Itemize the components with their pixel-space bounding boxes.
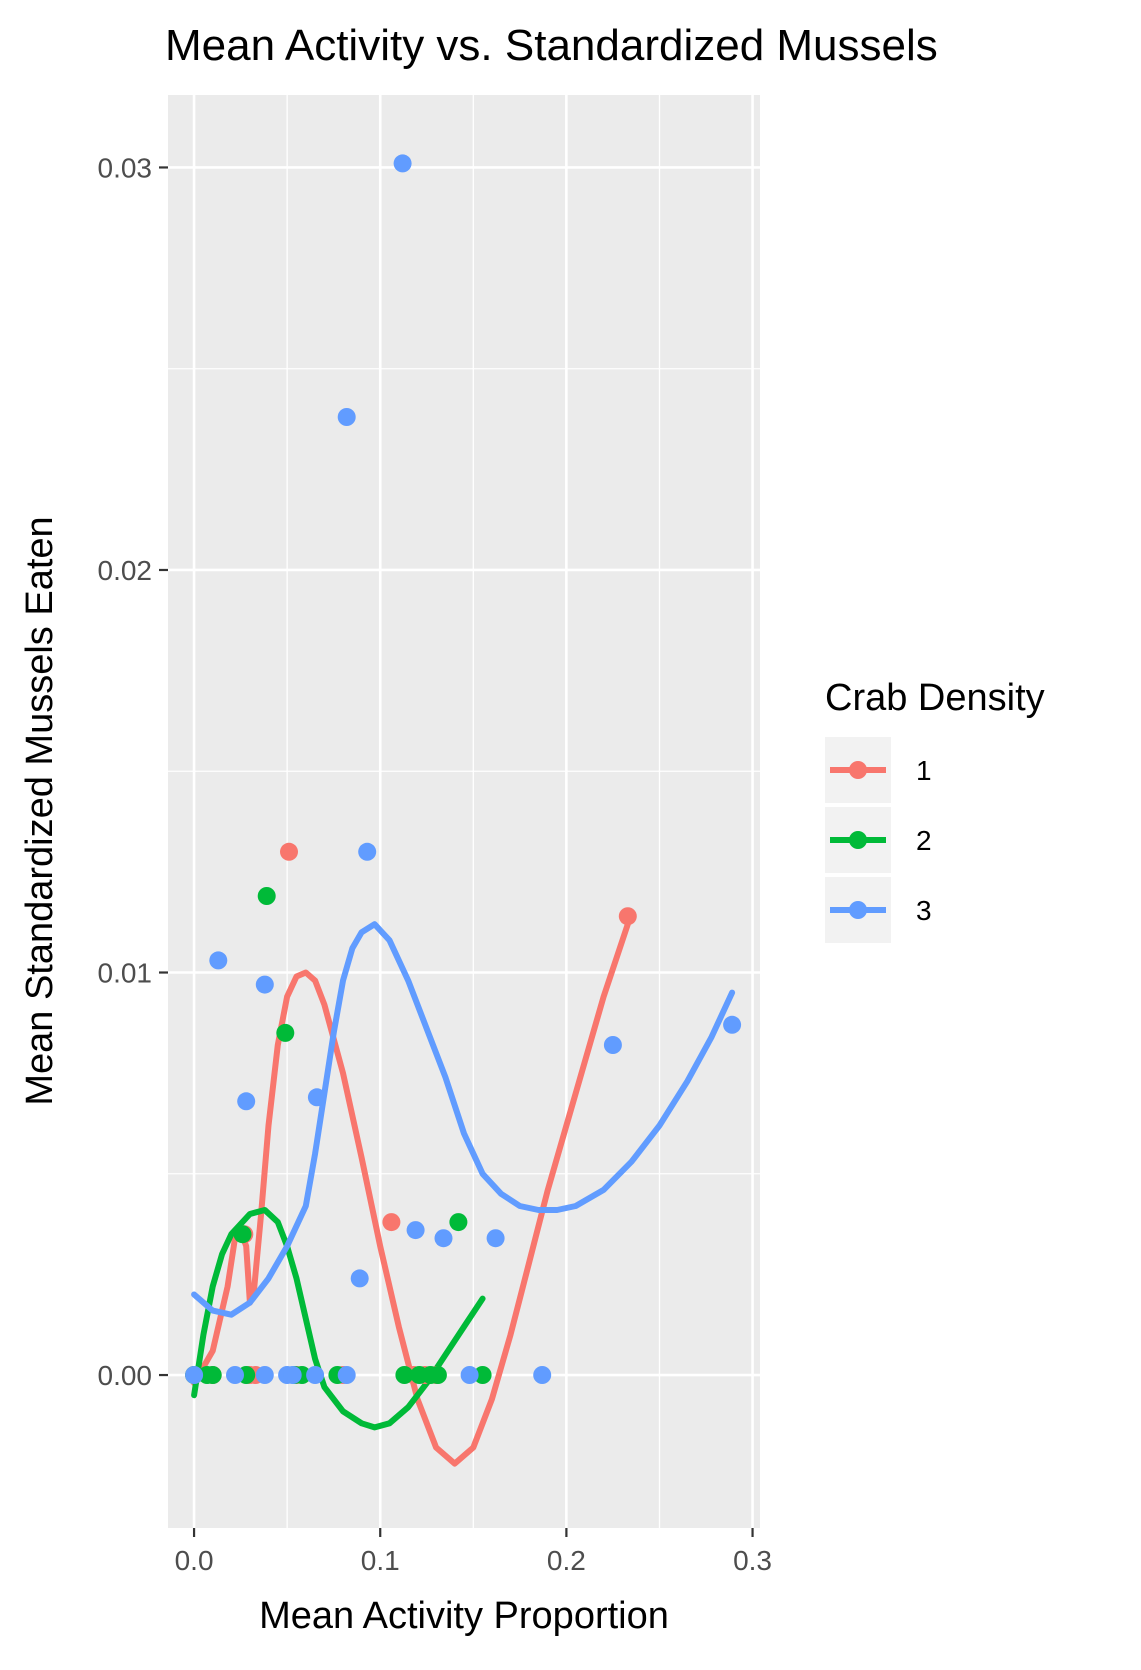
y-tick-label: 0.02 <box>98 555 153 586</box>
data-point-series-3 <box>185 1366 204 1384</box>
legend-key-point <box>849 831 867 849</box>
data-point-series-1 <box>280 842 298 861</box>
data-point-series-2 <box>276 1023 295 1042</box>
data-point-series-3 <box>723 1015 742 1034</box>
y-tick-label: 0.03 <box>98 152 153 183</box>
data-point-series-3 <box>486 1229 505 1248</box>
data-point-series-3 <box>460 1366 479 1384</box>
data-points <box>185 154 742 1384</box>
y-axis-title: Mean Standardized Mussels Eaten <box>19 516 61 1105</box>
data-point-series-3 <box>393 154 412 173</box>
data-point-series-2 <box>428 1366 447 1384</box>
data-point-series-2 <box>395 1366 414 1384</box>
x-axis-title: Mean Activity Proportion <box>259 1595 669 1637</box>
y-axis: 0.00 0.01 0.02 0.03 <box>98 152 168 1391</box>
smooth-lines <box>191 921 736 1467</box>
data-point-series-2 <box>257 887 276 905</box>
legend-label: 1 <box>916 755 932 786</box>
x-axis: 0.0 0.1 0.2 0.3 <box>175 1528 772 1576</box>
plot-background <box>168 95 760 1528</box>
x-tick-label: 0.1 <box>361 1545 400 1576</box>
data-point-series-3 <box>533 1366 552 1384</box>
data-point-series-2 <box>473 1366 492 1384</box>
data-point-series-3 <box>406 1221 425 1240</box>
x-tick-label: 0.0 <box>175 1545 214 1576</box>
data-point-series-3 <box>603 1036 622 1054</box>
data-point-series-3 <box>337 1366 356 1384</box>
legend-label: 3 <box>916 895 932 926</box>
x-tick-label: 0.2 <box>547 1545 586 1576</box>
legend-item-1: 1 <box>825 737 932 803</box>
legend-title: Crab Density <box>825 677 1045 719</box>
x-tick-label: 0.3 <box>733 1545 772 1576</box>
y-tick-label: 0.01 <box>98 958 153 989</box>
data-point-series-3 <box>337 408 356 426</box>
legend-key-point <box>849 761 867 779</box>
plot-panel <box>168 95 760 1528</box>
legend-item-3: 3 <box>825 877 932 943</box>
data-point-series-3 <box>209 951 228 970</box>
data-point-series-3 <box>255 975 274 994</box>
data-point-series-2 <box>233 1225 252 1244</box>
legend: Crab Density 1 2 3 <box>825 677 1045 943</box>
smooth-line-series-3 <box>191 921 736 1318</box>
data-point-series-1 <box>618 907 637 926</box>
legend-key-point <box>849 901 867 919</box>
data-point-series-3 <box>350 1269 369 1288</box>
y-tick-label: 0.00 <box>98 1360 153 1391</box>
data-point-series-3 <box>283 1366 302 1384</box>
data-point-series-3 <box>434 1229 453 1248</box>
grid-minor <box>168 95 760 1528</box>
chart-title: Mean Activity vs. Standardized Mussels <box>165 21 938 70</box>
data-point-series-3 <box>237 1092 256 1111</box>
smooth-line-series-2 <box>191 1207 486 1431</box>
legend-label: 2 <box>916 825 932 856</box>
data-point-series-3 <box>255 1366 274 1384</box>
data-point-series-2 <box>203 1366 222 1384</box>
data-point-series-3 <box>306 1366 325 1384</box>
legend-item-2: 2 <box>825 807 932 873</box>
data-point-series-3 <box>307 1088 326 1107</box>
data-point-series-3 <box>358 842 377 861</box>
data-point-series-3 <box>226 1366 244 1384</box>
data-point-series-2 <box>449 1213 468 1232</box>
data-point-series-1 <box>382 1213 401 1232</box>
